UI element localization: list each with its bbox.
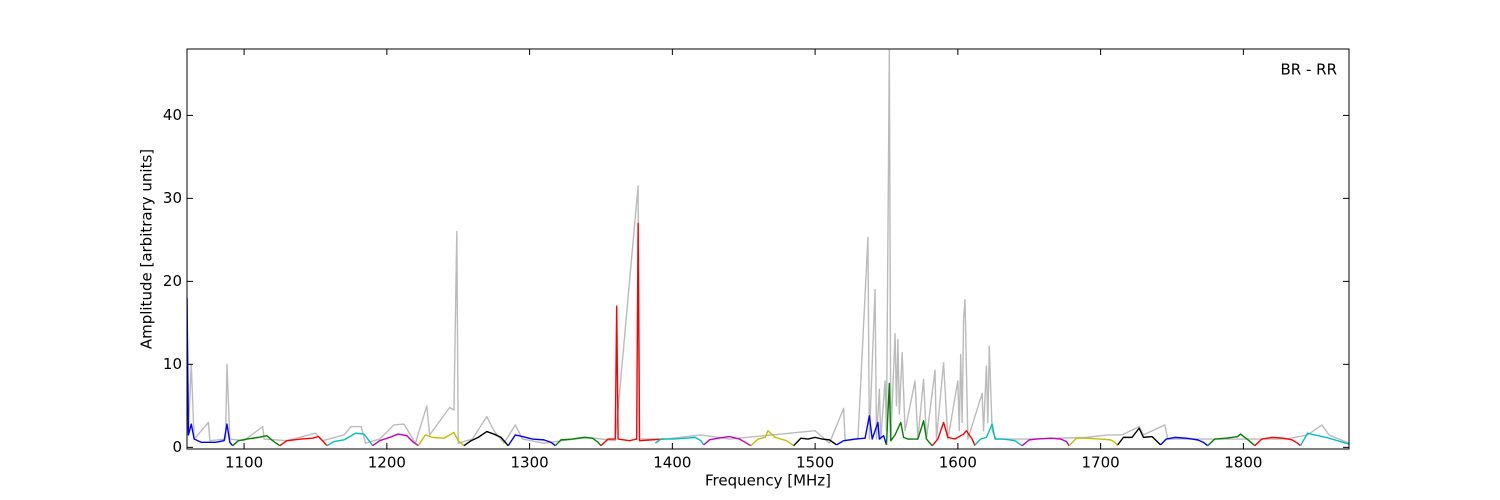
x-tick-label: 1700 [1082, 454, 1120, 472]
x-tick-label: 1500 [796, 454, 834, 472]
spectrum-line [885, 382, 933, 447]
spectrum-line [1207, 433, 1256, 447]
spectrum-line [279, 435, 328, 447]
spectrum-line [600, 222, 664, 447]
plot-frame [186, 48, 1350, 450]
spectrum-line [463, 430, 509, 447]
spectrum-line [703, 435, 752, 447]
y-tick-label: 20 [163, 272, 182, 290]
x-tick-label: 1800 [1224, 454, 1262, 472]
spectrum-line [326, 432, 374, 447]
x-tick-label: 1600 [939, 454, 977, 472]
y-tick-label: 30 [163, 189, 182, 207]
spectrum-line [1160, 436, 1209, 447]
plot-lines [187, 49, 1349, 447]
spectrum-line [836, 415, 888, 446]
spectrum-line [372, 433, 419, 447]
spectrum-line [187, 49, 1349, 444]
spectrum-line [931, 421, 976, 447]
spectrum-line [1117, 427, 1162, 446]
y-tick-label: 10 [163, 355, 182, 373]
annotation: BR - RR [1280, 61, 1337, 79]
spectrum-line [187, 297, 234, 447]
spectrum-line [417, 431, 465, 447]
spectrum-line [750, 430, 795, 447]
spectrum-line [1299, 432, 1349, 447]
x-axis-label: Frequency [MHz] [705, 472, 831, 490]
y-axis-label: Amplitude [arbitrary units] [138, 149, 156, 349]
x-tick-label: 1100 [225, 454, 263, 472]
x-tick-label: 1200 [368, 454, 406, 472]
spectrum-line [1021, 437, 1070, 447]
x-tick-label: 1400 [653, 454, 691, 472]
spectrum-line [654, 436, 705, 446]
spectrum-line [554, 436, 602, 447]
y-tick-label: 0 [172, 438, 182, 456]
spectrum-line [232, 435, 281, 447]
y-tick-label: 40 [163, 106, 182, 124]
spectrum-line [1254, 436, 1301, 447]
spectrum-line [974, 423, 1023, 447]
spectrum-line [1068, 437, 1119, 447]
spectrum-line [507, 434, 556, 447]
spectrum-line [793, 436, 837, 447]
x-tick-label: 1300 [511, 454, 549, 472]
